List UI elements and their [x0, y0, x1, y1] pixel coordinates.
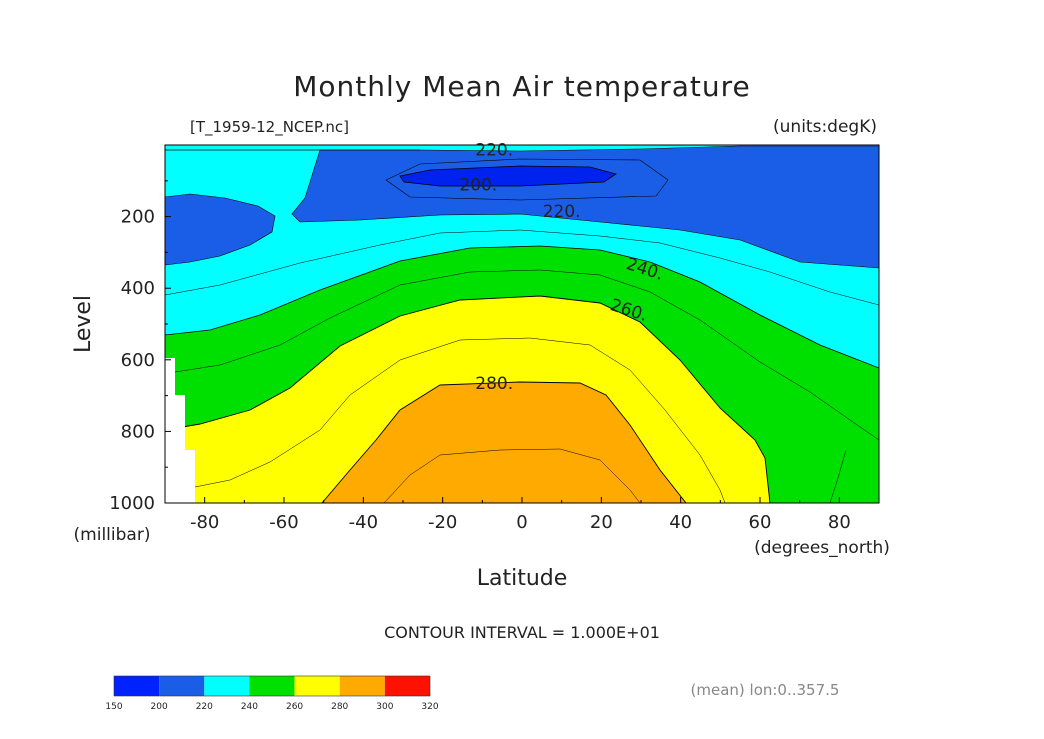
x-tick-label: -80	[190, 512, 219, 533]
colorbar-swatch	[114, 676, 160, 696]
y-tick-label: 200	[121, 207, 155, 228]
x-tick-label: 40	[669, 512, 692, 533]
y-tick-label: 800	[121, 421, 155, 442]
y-axis-units: (millibar)	[74, 525, 151, 545]
colorbar-swatch	[159, 676, 205, 696]
y-tick-label: 1000	[109, 493, 155, 514]
colorbar-swatch	[249, 676, 295, 696]
contour-290	[383, 448, 641, 503]
y-axis-label: Level	[71, 295, 96, 353]
contour-label: 220.	[475, 140, 513, 160]
colorbar-swatch	[294, 676, 340, 696]
colorbar-tick-label: 320	[421, 702, 438, 712]
contour-interval: CONTOUR INTERVAL = 1.000E+01	[384, 623, 660, 642]
colorbar-tick-label: 150	[105, 702, 122, 712]
x-tick-label: -40	[349, 512, 378, 533]
missing-data-region	[165, 358, 195, 503]
x-tick-label: 80	[828, 512, 851, 533]
colorbar-swatch	[204, 676, 250, 696]
colorbar-tick-label: 300	[376, 702, 393, 712]
file-label: [T_1959-12_NCEP.nc]	[190, 118, 349, 137]
band-200-220-left	[165, 193, 276, 266]
x-tick-label: -60	[269, 512, 298, 533]
x-tick-label: 20	[590, 512, 613, 533]
x-tick-label: 0	[516, 512, 527, 533]
colorbar-tick-label: 240	[241, 702, 258, 712]
colorbar-tick-label: 220	[196, 702, 213, 712]
contour-210	[385, 158, 669, 201]
colorbar-swatch	[339, 676, 385, 696]
x-axis-units: (degrees_north)	[754, 538, 890, 558]
colorbar-tick-label: 260	[286, 702, 303, 712]
chart-title: Monthly Mean Air temperature	[293, 70, 751, 103]
x-axis: -80 -60 -40 -20 0 20 40 60 80	[164, 497, 880, 533]
contour-label: 220.	[543, 202, 581, 222]
y-tick-label: 600	[121, 350, 155, 371]
colorbar-tick-label: 200	[151, 702, 168, 712]
colorbar: 150 200 220 240 260 280 300 320	[105, 675, 439, 712]
contour-230	[165, 229, 879, 306]
y-axis: 200 400 600 800 1000	[109, 180, 171, 514]
x-tick-label: 60	[749, 512, 772, 533]
colorbar-tick-label: 280	[331, 702, 348, 712]
contour-250b	[829, 449, 847, 503]
contour-label: 200.	[459, 175, 497, 195]
colorbar-swatch	[384, 676, 430, 696]
units-label: (units:degK)	[773, 117, 877, 137]
x-tick-label: -20	[428, 512, 457, 533]
band-below-200	[399, 165, 617, 187]
contour-270	[189, 337, 726, 503]
mean-label: (mean) lon:0..357.5	[691, 681, 840, 699]
contour-labels: 220.200.220.240.260.280.	[459, 140, 665, 394]
plot-area	[164, 144, 880, 504]
contour-250	[174, 269, 879, 441]
y-tick-label: 400	[121, 278, 155, 299]
contour-label: 280.	[475, 374, 513, 394]
colorbar-frame	[113, 675, 431, 697]
x-axis-label: Latitude	[477, 566, 568, 591]
